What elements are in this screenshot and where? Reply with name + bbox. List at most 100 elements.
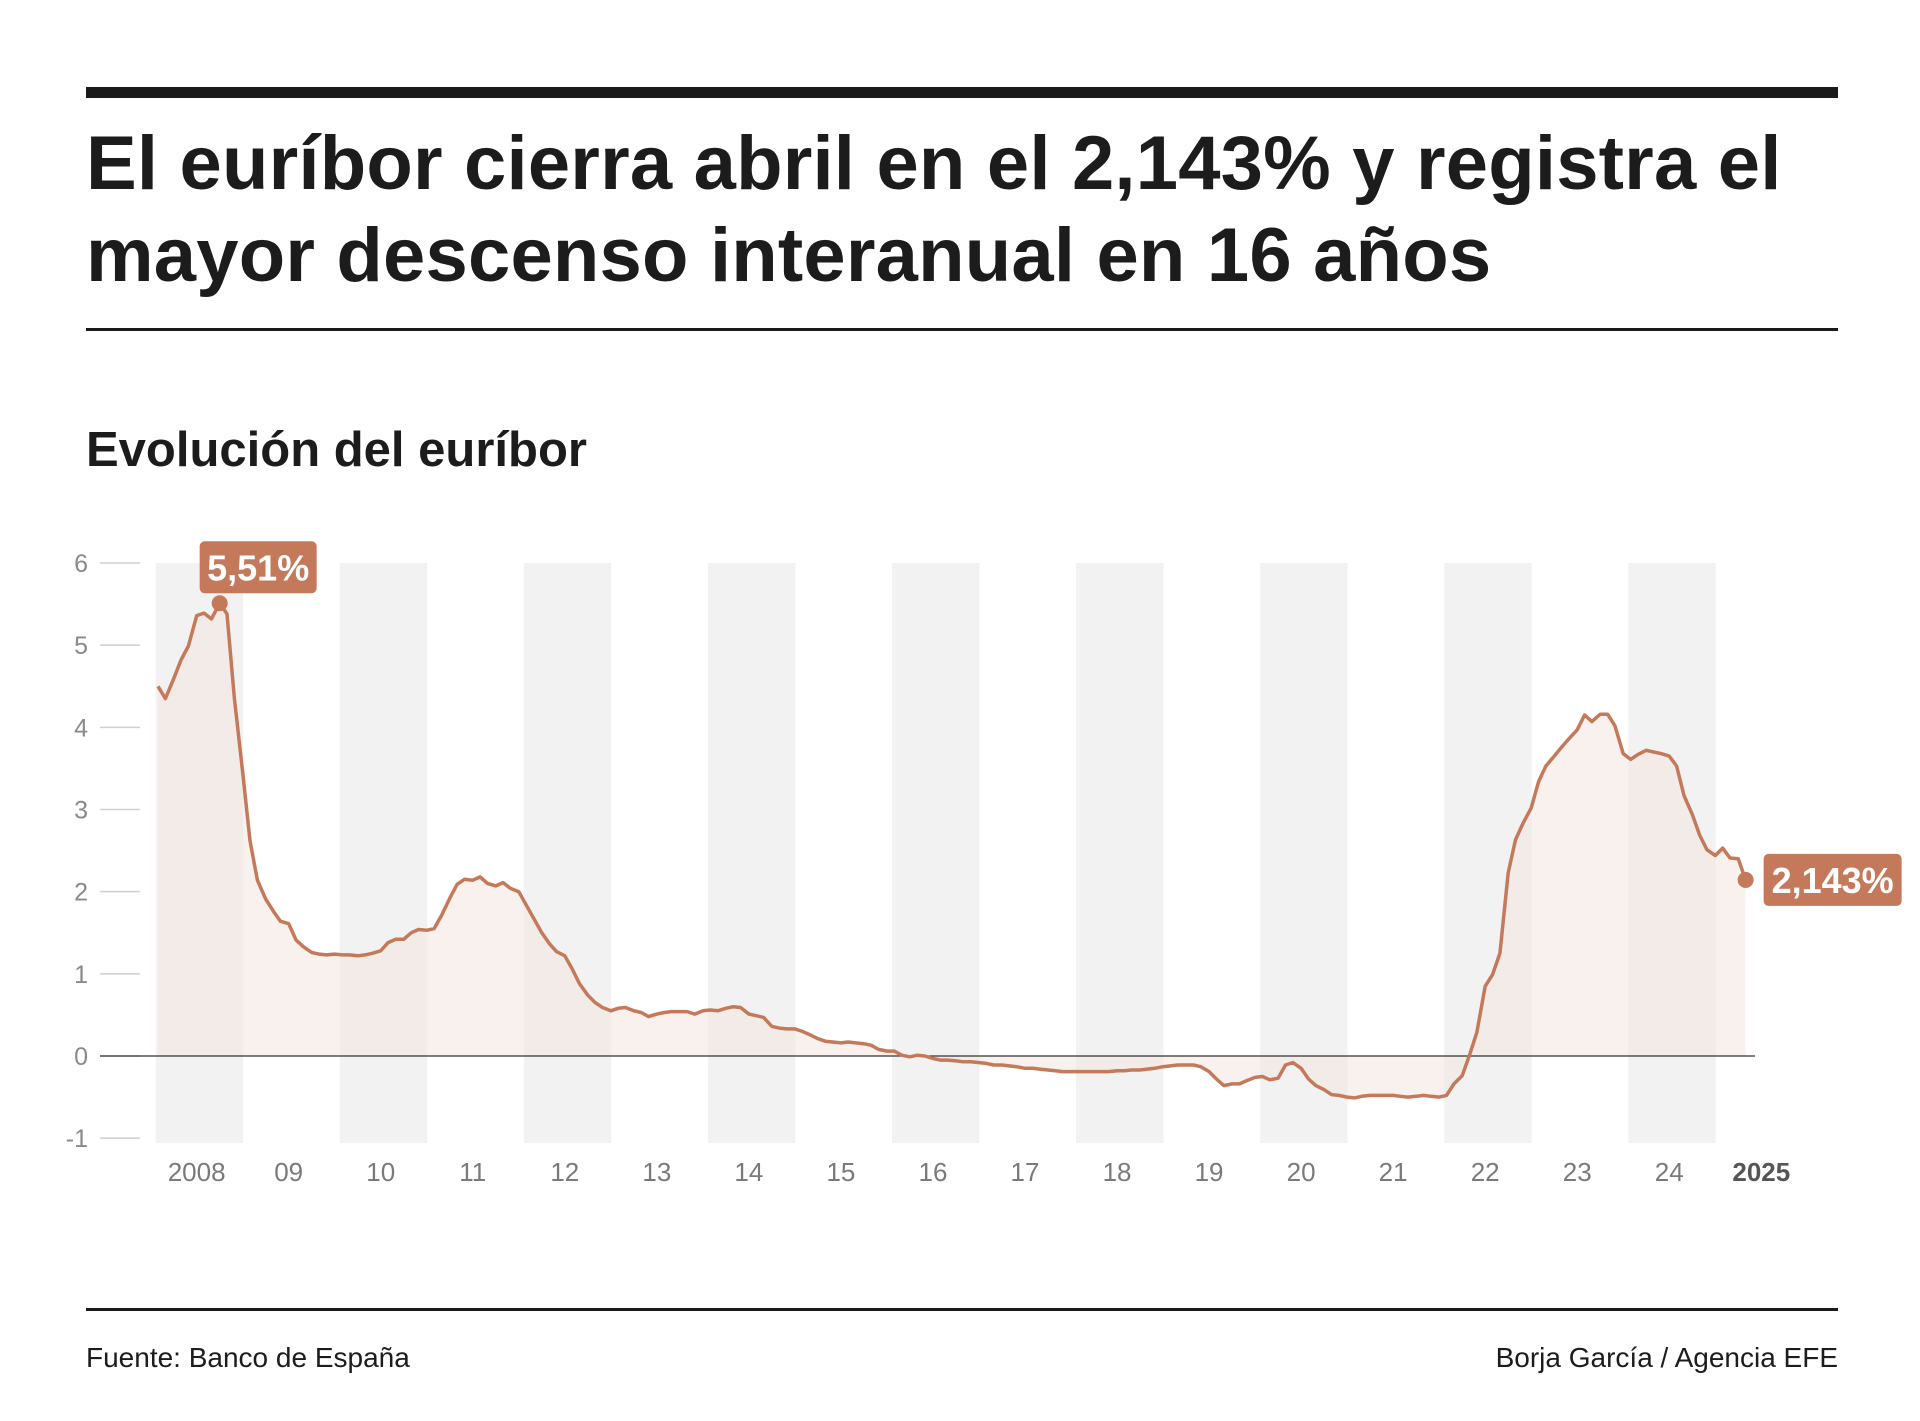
- data-point: [524, 903, 528, 907]
- data-point: [962, 1060, 966, 1064]
- data-point: [1445, 1094, 1449, 1098]
- data-point: [1521, 822, 1525, 826]
- data-point: [1667, 754, 1671, 758]
- data-point: [1353, 1096, 1357, 1100]
- data-point: [440, 914, 444, 918]
- data-point: [1537, 780, 1541, 784]
- xtick-label: 14: [734, 1157, 763, 1187]
- data-point: [662, 1011, 666, 1015]
- xtick-label: 15: [826, 1157, 855, 1187]
- data-point: [1698, 833, 1702, 837]
- data-point: [1084, 1070, 1088, 1074]
- x-axis: 2008 09 10 11 12 13 14 15 16 17 18 19 20 21 22 23 24 2025: [168, 1157, 1790, 1187]
- data-point: [870, 1044, 874, 1048]
- y-axis: 6 5 4 3 2 1 0 -1: [66, 550, 140, 1153]
- data-point: [1468, 1053, 1472, 1057]
- data-point: [1253, 1076, 1257, 1080]
- data-point: [1414, 1095, 1418, 1099]
- data-point: [1560, 745, 1564, 749]
- data-point: [1721, 846, 1725, 850]
- data-point: [1115, 1069, 1119, 1073]
- data-point: [394, 938, 398, 942]
- data-point: [172, 677, 176, 681]
- series-area: [158, 603, 1746, 1098]
- data-point: [939, 1058, 943, 1062]
- data-point: [356, 954, 360, 958]
- data-point: [801, 1030, 805, 1034]
- data-point: [448, 896, 452, 900]
- data-point: [248, 839, 252, 843]
- data-point: [1192, 1063, 1196, 1067]
- ytick-label: 6: [74, 550, 88, 578]
- data-point: [1077, 1070, 1081, 1074]
- data-point: [371, 952, 375, 956]
- data-point: [1376, 1094, 1380, 1098]
- data-point: [1452, 1082, 1456, 1086]
- xtick-label: 22: [1471, 1157, 1500, 1187]
- series-line: [156, 601, 1748, 1100]
- year-band-2020: [1260, 563, 1348, 1143]
- data-point: [1038, 1067, 1042, 1071]
- data-point: [264, 897, 268, 901]
- data-point: [1000, 1063, 1004, 1067]
- data-point: [893, 1049, 897, 1053]
- data-point: [1054, 1069, 1058, 1073]
- xtick-label: 18: [1103, 1157, 1132, 1187]
- data-point: [302, 945, 306, 949]
- data-point: [831, 1040, 835, 1044]
- ytick-label: 2: [74, 879, 88, 907]
- data-point: [908, 1055, 912, 1059]
- data-point: [1606, 712, 1610, 716]
- data-point: [1644, 749, 1648, 753]
- data-point: [417, 928, 421, 932]
- data-point: [678, 1010, 682, 1014]
- data-point: [655, 1012, 659, 1016]
- xtick-label: 17: [1011, 1157, 1040, 1187]
- data-point: [425, 929, 429, 933]
- data-point: [1245, 1079, 1249, 1083]
- data-point: [708, 1008, 712, 1012]
- source-note: Fuente: Banco de España: [86, 1342, 410, 1373]
- callout-box: [1763, 853, 1902, 906]
- data-point: [854, 1041, 858, 1045]
- data-point: [900, 1053, 904, 1057]
- data-point: [1184, 1063, 1188, 1067]
- data-point: [1176, 1063, 1180, 1067]
- callout-marker: [211, 595, 228, 612]
- xtick-label: 2025: [1732, 1157, 1790, 1187]
- data-point: [540, 931, 544, 935]
- data-point: [877, 1048, 881, 1052]
- data-point: [1153, 1067, 1157, 1071]
- data-point: [1169, 1064, 1173, 1068]
- page-title: El euríbor cierra abril en el 2,143% y r…: [86, 121, 1782, 298]
- data-point: [1598, 712, 1602, 716]
- data-point: [632, 1009, 636, 1013]
- data-point: [547, 942, 551, 946]
- data-point: [586, 993, 590, 997]
- data-point: [271, 909, 275, 913]
- data-point: [1621, 752, 1625, 756]
- xtick-label: 09: [274, 1157, 303, 1187]
- data-point: [1629, 758, 1633, 762]
- data-point: [532, 916, 536, 920]
- data-point: [1230, 1082, 1234, 1086]
- data-point: [317, 952, 321, 956]
- annotations: 5,51% 2,143%: [199, 541, 1902, 906]
- data-point: [156, 685, 160, 689]
- data-point: [494, 884, 498, 888]
- data-point: [785, 1027, 789, 1031]
- data-point: [1652, 750, 1656, 754]
- callout-label: 5,51%: [207, 547, 309, 588]
- data-point: [187, 644, 191, 648]
- data-point: [747, 1012, 751, 1016]
- data-point: [685, 1010, 689, 1014]
- data-point: [1514, 838, 1518, 842]
- data-point: [348, 953, 352, 957]
- data-point: [1307, 1077, 1311, 1081]
- data-point: [1506, 871, 1510, 875]
- data-point: [1714, 854, 1718, 858]
- data-point: [1238, 1082, 1242, 1086]
- data-point: [1061, 1070, 1065, 1074]
- data-point: [578, 982, 582, 986]
- xtick-label: 16: [918, 1157, 947, 1187]
